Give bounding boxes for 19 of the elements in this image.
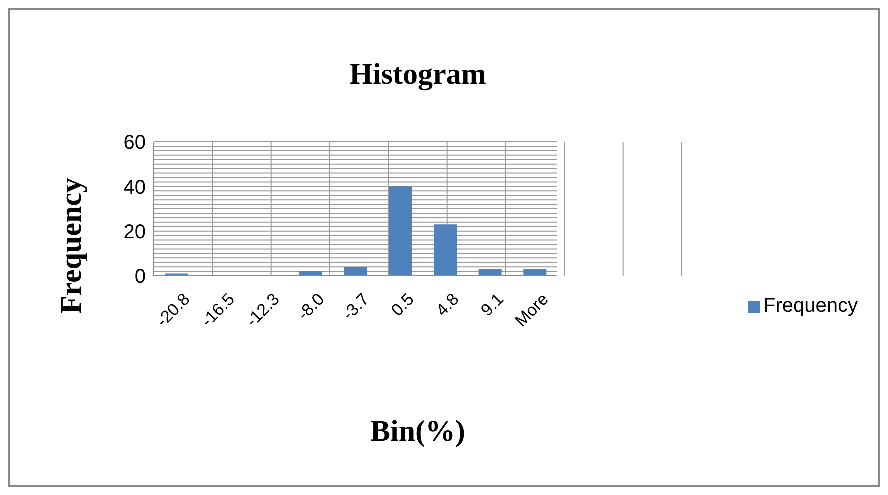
x-tick-label: 0.5 bbox=[388, 290, 418, 320]
bar bbox=[344, 267, 368, 276]
bar bbox=[478, 269, 502, 276]
legend-label: Frequency bbox=[764, 295, 858, 317]
x-tick-label: 9.1 bbox=[477, 290, 508, 320]
y-tick-label: 60 bbox=[124, 132, 146, 154]
chart-title: Histogram bbox=[348, 58, 488, 92]
bar bbox=[300, 272, 322, 276]
y-tick-label: 40 bbox=[124, 176, 146, 199]
y-tick-label: 20 bbox=[124, 221, 146, 244]
bar bbox=[524, 269, 547, 276]
bar bbox=[389, 186, 412, 276]
x-tick-label: 4.8 bbox=[432, 290, 463, 320]
x-tick-label: -3.7 bbox=[338, 290, 374, 324]
y-axis-title: Frequency bbox=[55, 178, 89, 314]
bar bbox=[434, 224, 457, 276]
x-tick-label: -8.0 bbox=[294, 290, 328, 324]
x-axis-title: Bin(%) bbox=[369, 415, 466, 449]
y-tick-label: 0 bbox=[134, 266, 146, 288]
